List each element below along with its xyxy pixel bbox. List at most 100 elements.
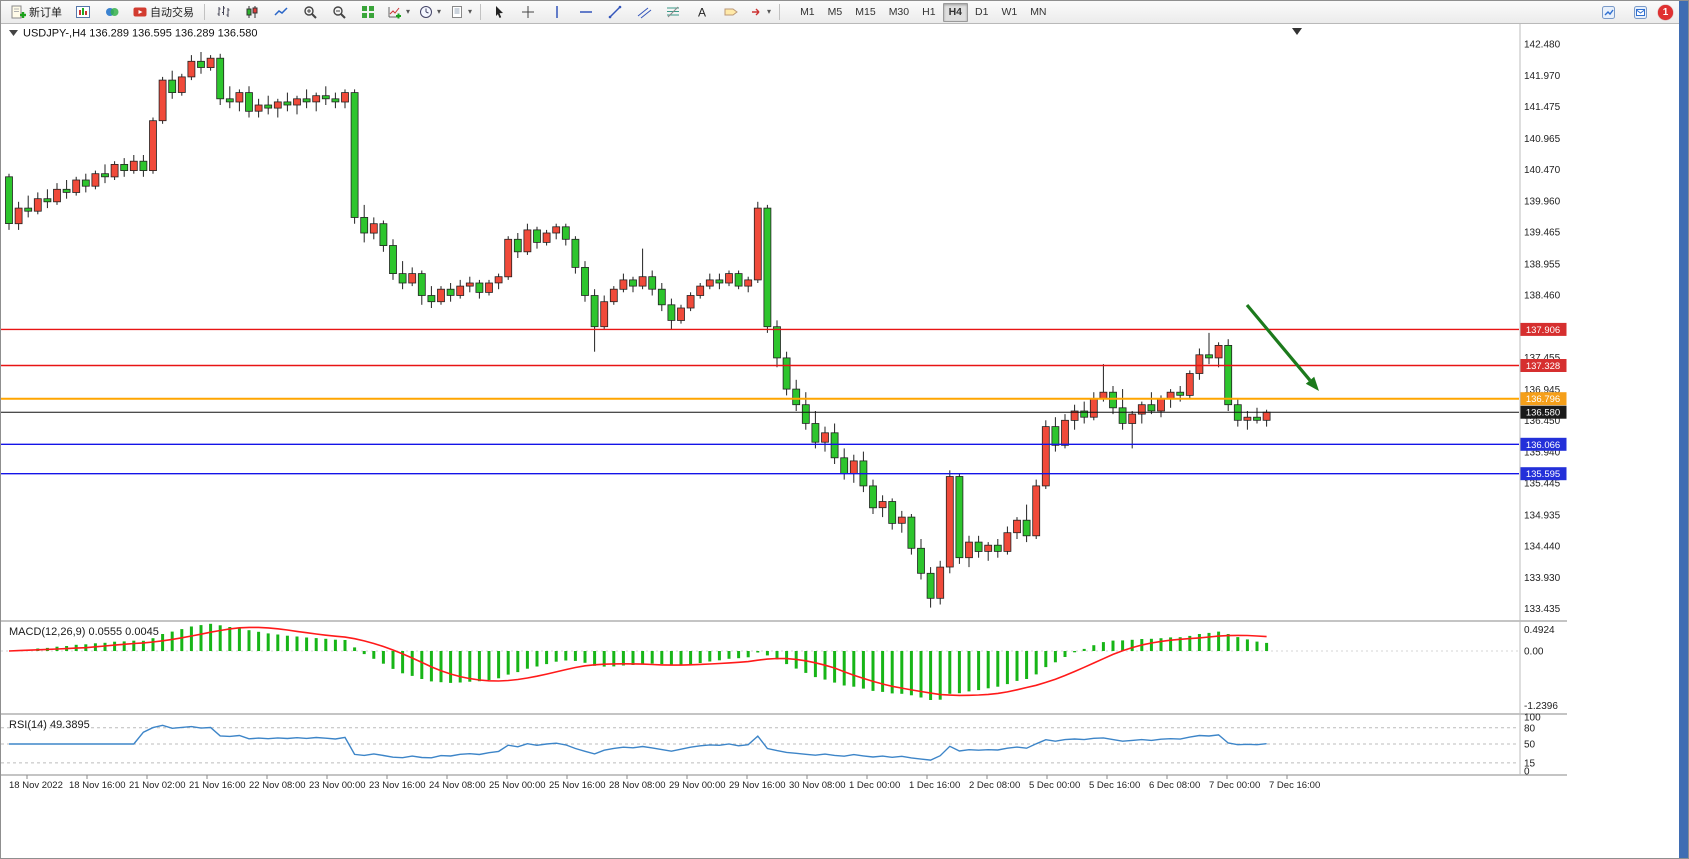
- fibonacci-button[interactable]: [659, 2, 687, 23]
- candle: [206, 55, 215, 71]
- toolbar-separator: [779, 4, 781, 20]
- candle: [245, 86, 253, 118]
- vertical-line-button[interactable]: [543, 2, 571, 23]
- candle: [657, 283, 666, 312]
- candle: [1109, 386, 1117, 415]
- candle: [696, 283, 705, 299]
- fibonacci-icon: [667, 6, 680, 18]
- bar-chart-type-button[interactable]: [209, 2, 237, 23]
- arrow-annotation[interactable]: [1245, 303, 1319, 391]
- candlestick-type-button[interactable]: [238, 2, 266, 23]
- toolbar-separator: [204, 4, 205, 20]
- mini-chart-button[interactable]: [1594, 2, 1622, 23]
- candle: [1022, 504, 1031, 543]
- market-watch-button[interactable]: [98, 2, 126, 23]
- new-chart-button[interactable]: [69, 2, 97, 23]
- equidistant-channel-button[interactable]: [630, 2, 658, 23]
- candle: [235, 89, 244, 112]
- candle: [609, 286, 618, 305]
- price-badge: 136.796: [1520, 392, 1567, 406]
- template-icon: [452, 6, 463, 18]
- zoom-in-button[interactable]: [296, 2, 324, 23]
- candle: [389, 239, 397, 280]
- trendline-icon: [608, 5, 622, 19]
- candle: [590, 289, 599, 352]
- line-chart-icon: [274, 7, 288, 16]
- time-axis-label: 7 Dec 00:00: [1209, 780, 1260, 791]
- candle: [110, 161, 119, 180]
- arrows-button[interactable]: ▾: [746, 2, 775, 23]
- zoom-out-button[interactable]: [325, 2, 353, 23]
- timeframe-button-W1[interactable]: W1: [1001, 6, 1018, 18]
- mail-icon: [1633, 5, 1647, 19]
- horizontal-line-button[interactable]: [572, 2, 600, 23]
- candle: [293, 95, 301, 115]
- periods-button[interactable]: ▾: [415, 2, 445, 23]
- title-dropdown-icon[interactable]: [9, 30, 18, 36]
- candle: [926, 567, 935, 608]
- timeframe-button-D1[interactable]: D1: [975, 6, 989, 18]
- chart-shift-icon[interactable]: [1292, 28, 1302, 35]
- chart-canvas[interactable]: 0.4924 0.00 -1.2396 MACD(12,26,9) 0.0555 0.…: [1, 23, 1681, 859]
- candle: [72, 176, 81, 196]
- auto-trading-button[interactable]: 自动交易: [127, 2, 200, 23]
- timeframe-button-MN[interactable]: MN: [1030, 6, 1047, 18]
- tile-windows-button[interactable]: [354, 2, 382, 23]
- candle: [715, 273, 724, 290]
- candle: [81, 173, 90, 193]
- timeframe-button-M30[interactable]: M30: [888, 6, 910, 18]
- svg-text:136.066: 136.066: [1526, 440, 1560, 451]
- text-tool-button[interactable]: A: [688, 2, 716, 23]
- rsi-axis-label: 50: [1524, 740, 1536, 751]
- candle: [456, 279, 465, 299]
- candle: [1214, 342, 1223, 368]
- candle: [533, 226, 541, 249]
- toolbar: 新订单 自动交易 ▾: [1, 1, 1679, 24]
- line-chart-type-button[interactable]: [267, 2, 295, 23]
- mini-chart-icon: [1601, 5, 1615, 19]
- cursor-button[interactable]: [485, 2, 513, 23]
- timeframe-button-H1[interactable]: H1: [922, 6, 936, 18]
- crosshair-icon: [522, 6, 535, 18]
- indicators-button[interactable]: ▾: [383, 2, 414, 23]
- rsi-line: [9, 724, 1267, 761]
- candle: [725, 270, 733, 287]
- candle: [542, 229, 551, 246]
- time-axis-label: 1 Dec 16:00: [909, 780, 960, 791]
- price-axis-label: 134.935: [1524, 510, 1561, 521]
- cursor-icon: [496, 6, 504, 18]
- templates-button[interactable]: ▾: [446, 2, 476, 23]
- price-axis-label: 133.930: [1524, 573, 1561, 584]
- candle: [331, 92, 340, 109]
- trendline-button[interactable]: [601, 2, 629, 23]
- new-order-button[interactable]: 新订单: [5, 2, 68, 23]
- text-label-button[interactable]: [717, 2, 745, 23]
- time-axis-label: 7 Dec 16:00: [1269, 780, 1320, 791]
- candle: [821, 426, 829, 452]
- candle: [494, 273, 503, 290]
- candle: [168, 70, 177, 99]
- timeframe-button-M15[interactable]: M15: [855, 6, 876, 18]
- candle: [341, 89, 349, 109]
- crosshair-button[interactable]: [514, 2, 542, 23]
- candle: [667, 298, 676, 330]
- clock-icon: [420, 6, 433, 18]
- price-badge: 137.906: [1520, 322, 1567, 336]
- timeframe-button-H4[interactable]: H4: [942, 2, 968, 22]
- candle: [398, 261, 407, 290]
- timeframe-button-M5[interactable]: M5: [827, 6, 843, 18]
- candle: [984, 542, 993, 561]
- messages-button[interactable]: [1626, 2, 1654, 23]
- candle: [1195, 348, 1204, 380]
- candle: [638, 248, 647, 290]
- notification-badge[interactable]: 1: [1658, 4, 1673, 20]
- time-axis-label: 5 Dec 16:00: [1089, 780, 1140, 791]
- price-axis-label: 139.465: [1524, 228, 1561, 239]
- candle: [907, 514, 916, 555]
- candle: [312, 92, 321, 112]
- svg-text:136.580: 136.580: [1526, 408, 1560, 419]
- candle: [1070, 404, 1079, 430]
- timeframe-button-M1[interactable]: M1: [800, 6, 815, 18]
- candle: [43, 189, 52, 209]
- rsi-label: RSI(14) 49.3895: [9, 719, 90, 731]
